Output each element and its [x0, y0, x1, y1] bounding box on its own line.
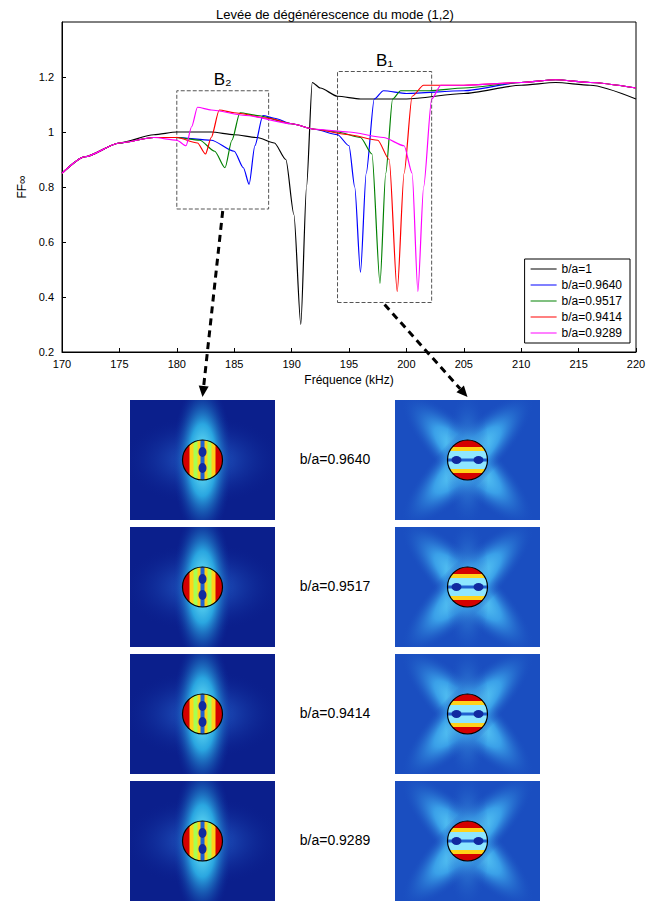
svg-text:190: 190: [282, 358, 300, 370]
svg-text:0.6: 0.6: [39, 236, 54, 248]
svg-text:180: 180: [168, 358, 186, 370]
svg-text:b/a=1: b/a=1: [562, 262, 593, 276]
svg-text:b/a=0.9640: b/a=0.9640: [562, 278, 623, 292]
svg-text:195: 195: [340, 358, 358, 370]
svg-text:B₁: B₁: [376, 51, 393, 70]
svg-text:0.4: 0.4: [39, 291, 54, 303]
svg-text:220: 220: [627, 358, 645, 370]
svg-text:FF∞: FF∞: [15, 175, 29, 198]
svg-text:b/a=0.9414: b/a=0.9414: [562, 310, 623, 324]
svg-text:Levée de dégénérescence du mod: Levée de dégénérescence du mode (1,2): [216, 7, 454, 22]
svg-text:175: 175: [110, 358, 128, 370]
html-text:b/a=0.9289: b/a=0.9289: [299, 832, 371, 848]
svg-text:210: 210: [512, 358, 530, 370]
html-text:b/a=0.9640: b/a=0.9640: [299, 451, 371, 467]
html-text:b/a=0.9414: b/a=0.9414: [299, 705, 371, 721]
svg-text:185: 185: [225, 358, 243, 370]
svg-text:B₂: B₂: [214, 70, 232, 89]
svg-text:b/a=0.9289: b/a=0.9289: [562, 326, 623, 340]
html-text:b/a=0.9517: b/a=0.9517: [299, 578, 371, 594]
svg-text:0.8: 0.8: [39, 181, 54, 193]
svg-text:205: 205: [455, 358, 473, 370]
svg-text:Fréquence (kHz): Fréquence (kHz): [304, 373, 393, 387]
svg-text:0.2: 0.2: [39, 346, 54, 358]
svg-text:b/a=0.9517: b/a=0.9517: [562, 294, 623, 308]
svg-text:170: 170: [53, 358, 71, 370]
svg-text:200: 200: [397, 358, 415, 370]
svg-text:1.2: 1.2: [39, 71, 54, 83]
svg-text:215: 215: [569, 358, 587, 370]
svg-text:1: 1: [48, 126, 54, 138]
